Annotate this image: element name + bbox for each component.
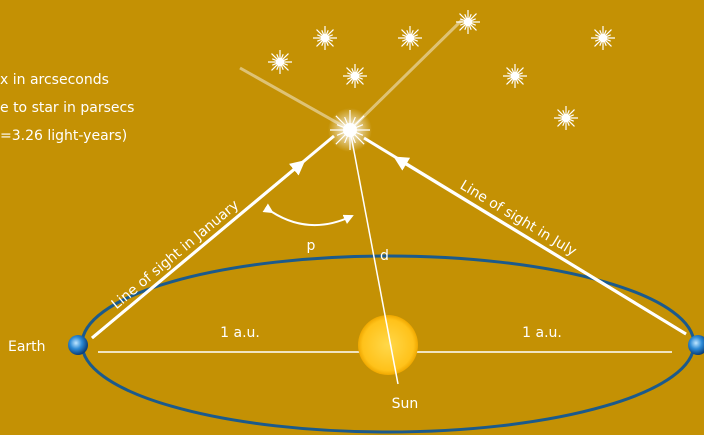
label-d: d <box>380 248 389 264</box>
label-p: p <box>307 238 316 254</box>
parallax-diagram: x in arcseconds e to star in parsecs =3.… <box>0 0 704 435</box>
label-au: 1 a.u. <box>522 325 562 341</box>
label-sun: Sun <box>392 396 419 412</box>
legend-line: =3.26 light-years) <box>0 128 127 144</box>
legend-line: x in arcseconds <box>0 72 109 88</box>
earth-january <box>68 335 88 355</box>
background <box>0 0 704 435</box>
label-earth: Earth <box>8 339 46 355</box>
sun <box>358 315 418 375</box>
target-star <box>330 110 370 150</box>
label-au: 1 a.u. <box>220 325 260 341</box>
legend-line: e to star in parsecs <box>0 100 134 116</box>
